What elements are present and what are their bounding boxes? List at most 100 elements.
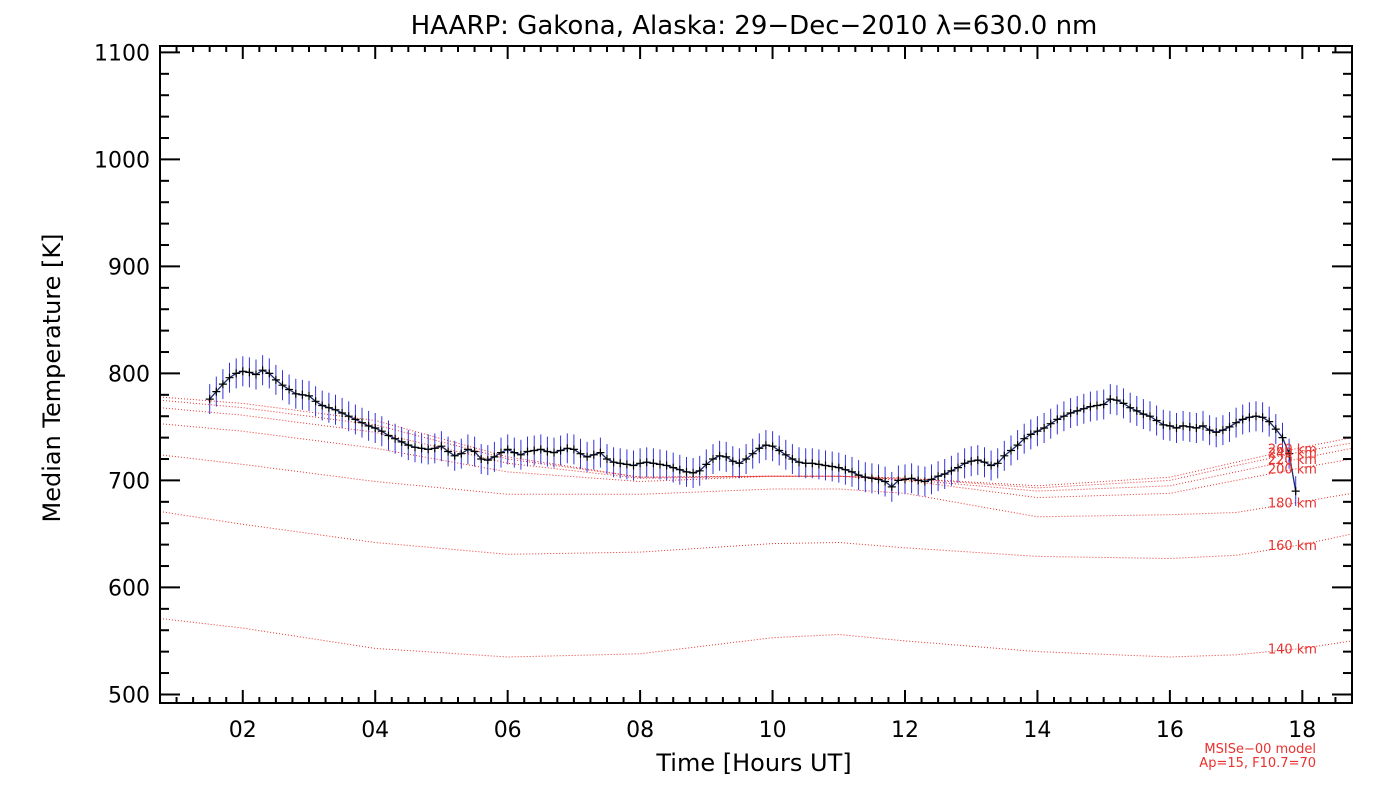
data-point	[967, 457, 976, 466]
data-point	[1252, 412, 1260, 421]
data-point	[252, 370, 260, 379]
data-point	[291, 389, 300, 398]
data-point	[993, 459, 1002, 468]
data-point	[589, 450, 598, 459]
data-point	[477, 455, 486, 463]
data-point	[397, 437, 406, 446]
data-point	[377, 427, 386, 436]
data-point	[735, 459, 744, 468]
data-point	[351, 415, 360, 424]
data-point	[324, 403, 333, 412]
data-point	[722, 452, 731, 461]
data-point	[510, 448, 519, 457]
data-point	[483, 456, 492, 465]
model-label-240-km: 240 km	[1268, 447, 1317, 462]
data-point	[1119, 399, 1128, 408]
data-point	[205, 395, 214, 404]
data-point	[1179, 421, 1188, 430]
data-point	[934, 472, 943, 481]
data-point	[437, 442, 446, 451]
data-point	[768, 442, 777, 451]
data-point	[318, 401, 327, 410]
data-point	[576, 449, 585, 458]
model-label-220-km: 220 km	[1268, 453, 1317, 468]
model-label-200-km: 200 km	[1268, 463, 1317, 478]
data-point	[834, 463, 843, 472]
data-point	[364, 421, 373, 430]
y-tick-label: 1100	[94, 41, 150, 66]
data-point	[622, 460, 631, 469]
data-point	[285, 385, 294, 394]
data-point	[298, 390, 307, 399]
data-point	[1086, 402, 1095, 411]
data-point	[629, 461, 638, 470]
data-point	[490, 452, 499, 461]
data-point	[411, 443, 419, 452]
data-point	[1073, 406, 1082, 415]
data-point	[212, 387, 221, 396]
data-point	[430, 444, 439, 453]
data-point	[444, 447, 453, 456]
y-tick-label: 900	[108, 255, 150, 280]
data-point	[662, 461, 671, 470]
data-point	[265, 369, 274, 378]
data-point	[503, 445, 512, 454]
data-point	[238, 367, 247, 376]
data-point	[987, 461, 996, 470]
chart-title: HAARP: Gakona, Alaska: 29−Dec−2010 λ=630…	[411, 11, 1098, 41]
data-point	[689, 468, 698, 477]
data-point	[841, 465, 850, 474]
data-point	[603, 455, 611, 463]
data-point	[1066, 409, 1075, 417]
data-point	[920, 477, 929, 486]
data-point	[563, 444, 572, 453]
model-curve-220-km	[160, 407, 1352, 492]
data-point	[682, 467, 691, 476]
measured-temperature-line	[209, 369, 1297, 492]
model-curve-160-km	[160, 511, 1352, 560]
data-point	[649, 459, 658, 468]
data-point	[1020, 434, 1029, 443]
y-tick-label: 800	[108, 362, 150, 387]
axes: 02 04 06 08 10 12 14 16 18 500 600 700 800 900 1000 110…	[94, 41, 1353, 743]
data-point	[973, 456, 982, 465]
data-point	[391, 434, 400, 443]
data-point	[821, 461, 830, 470]
data-point	[371, 424, 380, 432]
data-point	[543, 447, 552, 456]
data-point	[1285, 449, 1294, 458]
data-point	[1000, 451, 1009, 460]
data-point	[1232, 418, 1241, 427]
data-point	[960, 459, 969, 468]
data-point	[1059, 412, 1068, 421]
data-point	[225, 373, 234, 382]
data-point	[954, 463, 962, 472]
data-point	[814, 460, 823, 469]
data-point	[1159, 420, 1168, 429]
model-label-160-km: 160 km	[1268, 539, 1317, 554]
data-point	[1199, 421, 1207, 430]
data-point	[1205, 426, 1214, 435]
data-point	[728, 457, 737, 466]
x-tick-label: 06	[494, 718, 522, 743]
data-point	[258, 366, 267, 375]
data-point	[848, 467, 856, 476]
data-point	[556, 446, 565, 455]
data-point	[1146, 412, 1154, 421]
model-params-note: Ap=15, F10.7=70	[1199, 756, 1316, 771]
data-point	[867, 474, 876, 483]
data-point	[887, 482, 896, 491]
data-point	[788, 455, 797, 463]
data-point	[1132, 406, 1141, 415]
model-label-180-km: 180 km	[1268, 496, 1317, 511]
model-label-140-km: 140 km	[1268, 642, 1317, 657]
data-point	[1265, 417, 1274, 426]
x-axis-label: Time [Hours UT]	[655, 749, 851, 777]
x-tick-label: 14	[1023, 718, 1051, 743]
data-point	[695, 466, 704, 475]
data-point	[569, 445, 578, 454]
data-point	[1278, 433, 1287, 442]
data-point	[358, 418, 366, 427]
data-point	[861, 473, 870, 482]
data-point	[1258, 413, 1267, 422]
